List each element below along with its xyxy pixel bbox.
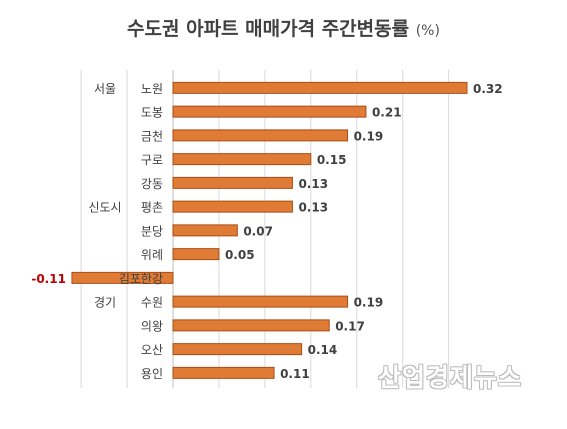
chart-title-unit: (%) [415, 23, 440, 39]
value-label: 0.11 [280, 367, 310, 381]
category-label: 김포한강 [119, 272, 163, 286]
category-label: 수원 [141, 296, 163, 310]
chart-title-text: 수도권 아파트 매매가격 주간변동률 [127, 18, 410, 40]
watermark-logo: 산업경제뉴스 [378, 363, 523, 392]
bar [172, 81, 468, 94]
bar [172, 343, 303, 356]
category-label: 강동 [141, 177, 163, 191]
group-label: 경기 [94, 296, 116, 310]
group-label: 서울 [94, 82, 116, 96]
bar [172, 248, 220, 261]
value-label: -0.11 [31, 272, 66, 286]
value-label: 0.15 [317, 153, 347, 167]
category-label: 평촌 [141, 201, 163, 215]
bar [172, 200, 293, 213]
category-label: 위례 [141, 248, 163, 262]
bar [172, 153, 312, 166]
value-label: 0.21 [372, 106, 402, 120]
value-label: 0.13 [298, 201, 328, 215]
bar [172, 319, 330, 332]
value-label: 0.32 [473, 82, 503, 96]
category-label: 노원 [141, 82, 163, 96]
bar [172, 224, 238, 237]
category-label: 구로 [141, 153, 163, 167]
value-label: 0.07 [243, 224, 273, 238]
value-label: 0.13 [298, 177, 328, 191]
bar [71, 271, 174, 284]
bar [172, 105, 367, 118]
category-label: 도봉 [141, 106, 163, 120]
value-label: 0.05 [225, 248, 255, 262]
bar [172, 129, 349, 142]
category-label: 용인 [141, 367, 163, 381]
category-label: 금천 [141, 128, 163, 143]
bar [172, 366, 275, 379]
value-label: 0.17 [335, 319, 365, 333]
category-label: 분당 [141, 224, 163, 238]
value-label: 0.19 [354, 129, 384, 143]
bar [172, 176, 293, 189]
group-label: 신도시 [88, 201, 121, 215]
bar [172, 295, 349, 308]
category-label: 의왕 [141, 319, 163, 333]
chart-title: 수도권 아파트 매매가격 주간변동률 (%) [0, 14, 567, 41]
category-label: 오산 [141, 343, 163, 357]
value-label: 0.14 [308, 343, 338, 357]
value-label: 0.19 [354, 296, 384, 310]
